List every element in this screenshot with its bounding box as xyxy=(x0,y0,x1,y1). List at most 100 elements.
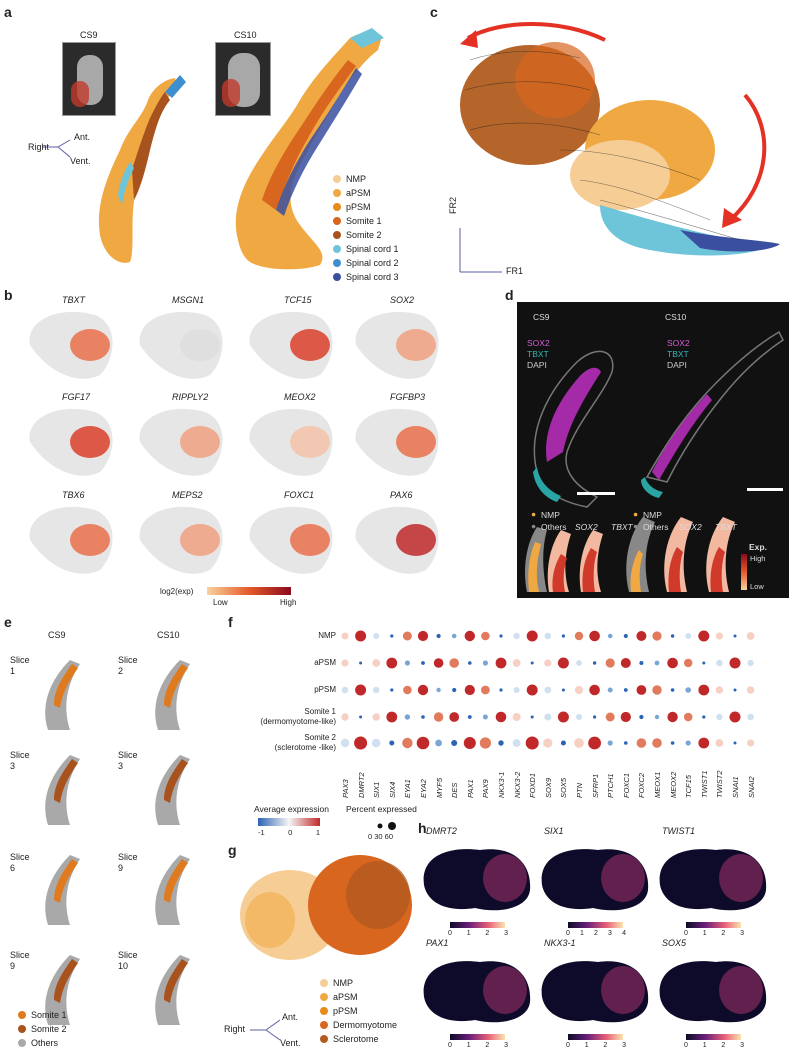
panel-g-sclerotome-cluster xyxy=(346,861,410,929)
dotplot-dot xyxy=(733,688,737,692)
legend-item: Spinal cord 3 xyxy=(333,270,399,284)
feature-plot xyxy=(29,408,113,476)
expression-plot xyxy=(423,961,531,1040)
expression-colorbar xyxy=(450,922,505,928)
tick-label: 3 xyxy=(622,1042,626,1049)
dotplot-dot xyxy=(702,661,706,665)
panel-d-nmp-dot: ● xyxy=(633,509,639,519)
dotplot-dot xyxy=(670,741,675,745)
dotplot-dot xyxy=(433,712,444,722)
tick-label: 1 xyxy=(702,930,707,937)
dotplot-dot xyxy=(544,713,552,721)
stain-sox2: SOX2 xyxy=(527,338,550,348)
dotplot-dot xyxy=(589,684,600,696)
colorbar-ticks: 0 1 2 3 xyxy=(448,930,508,937)
dotplot-dot xyxy=(620,711,631,723)
dotplot-dot xyxy=(498,740,504,746)
panel-a-stage-cs10: CS10 xyxy=(234,30,257,40)
expression-plot xyxy=(541,849,649,928)
expression-plot xyxy=(541,961,649,1040)
dotplot-dot xyxy=(495,711,507,723)
feature-plot xyxy=(355,506,439,574)
feature-plot xyxy=(249,506,333,574)
dotplot-dot xyxy=(464,684,475,696)
panel-d-gene-tbxt-right: TBXT xyxy=(715,522,737,532)
gene-label: FGF17 xyxy=(62,392,91,402)
dotplot-dot xyxy=(576,714,582,720)
legend-item: aPSM xyxy=(333,186,399,200)
dotplot-dot xyxy=(530,661,534,665)
dotplot-dot xyxy=(373,686,380,694)
dotplot-dot xyxy=(452,687,457,693)
tick-label: 2 xyxy=(603,1042,608,1049)
expression-plot xyxy=(659,961,767,1040)
panel-d-stage-cs9: CS9 xyxy=(533,312,550,322)
dotplot-dot xyxy=(574,685,584,695)
slice-plot xyxy=(155,660,190,730)
dotplot-dot xyxy=(747,713,754,721)
colorbar-ticks: 0 1 2 3 xyxy=(566,1042,626,1049)
slice-label: Slice 2 xyxy=(118,655,138,676)
slice-label: Slice 1 xyxy=(10,655,30,676)
slice-plot xyxy=(45,855,80,925)
tick-label: 2 xyxy=(721,1042,726,1049)
panel-d-legend-others: Others xyxy=(643,522,669,532)
dotplot-dot xyxy=(402,631,412,641)
dotplot-dot xyxy=(639,661,644,665)
dotplot-dot xyxy=(513,687,520,693)
slice-label: Slice 9 xyxy=(118,852,138,873)
dotplot-dot xyxy=(589,630,600,642)
dotplot-dot xyxy=(605,712,615,722)
dotplot-dot xyxy=(416,736,430,750)
dotplot-dot xyxy=(652,685,662,695)
expression-colorbar xyxy=(568,1034,623,1040)
tick-label: 0 xyxy=(566,1042,570,1049)
dotplot-dot xyxy=(557,657,569,669)
panel-d-exp-title: Exp. xyxy=(749,542,767,552)
dotplot-dot xyxy=(467,715,472,719)
dotplot-dot xyxy=(544,632,552,640)
legend-item: pPSM xyxy=(320,1004,397,1018)
panel-d-microscopy: CS9 CS10 SOX2 TBXT DAPI SOX2 TBXT DAPI ●… xyxy=(517,302,789,598)
legend-item: Others xyxy=(18,1036,67,1050)
dotplot-dot xyxy=(667,711,678,723)
tick-label: 0 xyxy=(566,930,570,937)
gene-label: SIX1 xyxy=(544,826,564,836)
tick-label: 0 xyxy=(448,930,452,937)
panel-b-high-label: High xyxy=(280,598,297,607)
dotplot-dot xyxy=(481,685,490,695)
dotplot-dot xyxy=(499,634,503,638)
slice-label: Slice 10 xyxy=(118,950,138,971)
panel-f-pct-title: Percent expressed xyxy=(346,804,417,814)
stain-tbxt: TBXT xyxy=(527,349,549,359)
gene-label: PAX6 xyxy=(390,490,413,500)
panel-c-arrowhead-top xyxy=(460,30,478,48)
dotplot-dot xyxy=(623,634,628,638)
dotplot-dot xyxy=(685,687,691,693)
dotplot-row-label: Somite 2 (sclerotome -like) xyxy=(274,733,336,752)
dotplot-dot xyxy=(525,736,539,750)
dotplot-dot xyxy=(636,685,647,695)
dotplot-dot xyxy=(390,688,394,692)
dotplot-row-label: NMP xyxy=(318,631,336,640)
dotplot-dot xyxy=(512,739,521,747)
panel-a-stage-cs9: CS9 xyxy=(80,30,98,40)
dotplot-dot xyxy=(561,634,566,638)
panel-a-legend: NMP aPSM pPSM Somite 1 Somite 2 Spinal c… xyxy=(333,172,399,284)
tick-label: 1 xyxy=(580,930,584,937)
slice-label: Slice 6 xyxy=(10,852,30,873)
dotplot-dot xyxy=(715,739,724,747)
dotplot-dot xyxy=(733,634,737,638)
tick-label: 4 xyxy=(622,930,626,937)
expression-colorbar xyxy=(568,922,623,928)
legend-item: Somite 1 xyxy=(333,214,399,228)
dotplot-dot xyxy=(592,661,597,665)
dotplot-dot xyxy=(729,711,741,723)
dotplot-dot xyxy=(716,713,723,721)
dotplot-dot xyxy=(359,715,363,719)
dotplot-dot xyxy=(417,684,429,696)
